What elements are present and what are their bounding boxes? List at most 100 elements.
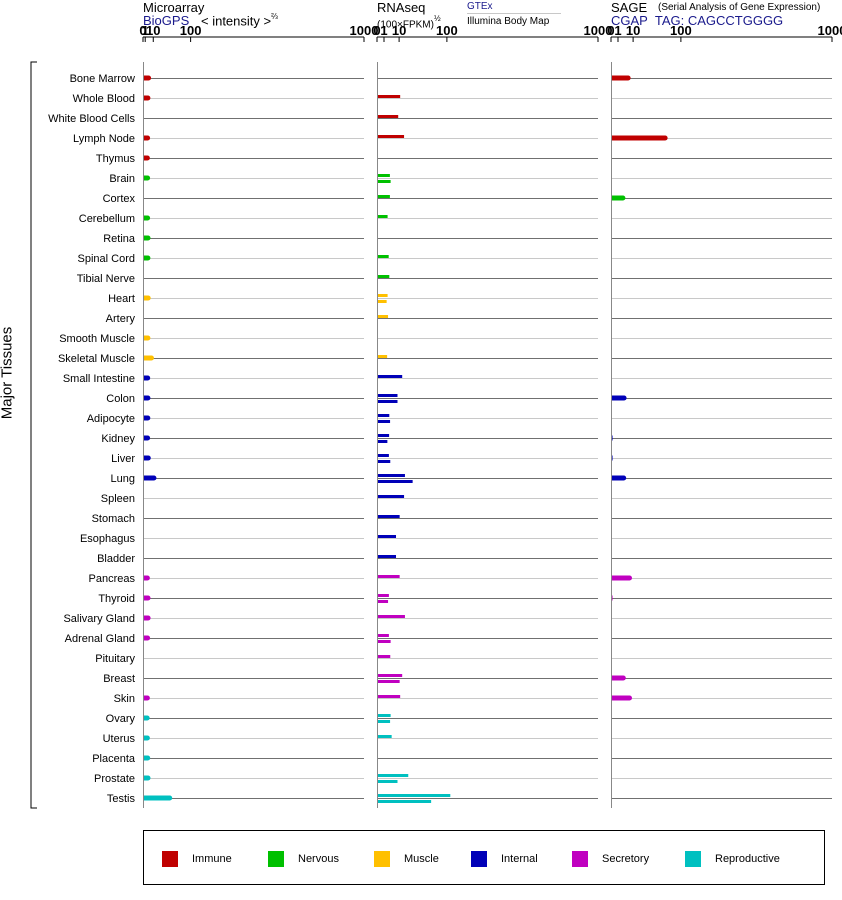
- microarray-bar-end: [145, 415, 151, 421]
- rnaseq-tick-label: 1000: [584, 23, 613, 38]
- microarray-source: BioGPS: [143, 13, 190, 28]
- tissue-label: Skin: [114, 693, 135, 705]
- microarray-bar-end: [145, 335, 151, 341]
- microarray-bar: [143, 795, 170, 801]
- tissue-label: Lymph Node: [73, 133, 135, 145]
- rnaseq-bar: [377, 674, 403, 677]
- legend-label: Reproductive: [715, 852, 780, 865]
- microarray-bar-end: [144, 695, 150, 701]
- rnaseq-bar: [377, 555, 397, 558]
- microarray-bar: [143, 295, 149, 301]
- sage-bar: [611, 475, 624, 481]
- rnaseq-tick-label: 100: [436, 23, 458, 38]
- microarray-bar: [143, 615, 149, 621]
- legend: Immune Nervous Muscle Internal Secretory…: [143, 830, 825, 885]
- tissue-label: Bladder: [97, 553, 135, 565]
- tissue-label: Lung: [111, 473, 135, 485]
- microarray-metric: < intensity >⅔: [201, 12, 278, 30]
- rnaseq-metric-label: (100×FPKM): [377, 19, 434, 31]
- legend-swatch: [268, 850, 284, 867]
- rnaseq-bar: [377, 355, 388, 358]
- rnaseq-bar: [377, 474, 405, 477]
- tissue-label: Whole Blood: [73, 93, 135, 105]
- rnaseq-tick-label: 10: [392, 23, 406, 38]
- microarray-bar-end: [145, 235, 151, 241]
- microarray-metric-exponent: ⅔: [271, 12, 278, 21]
- microarray-tick-label: 1: [142, 23, 149, 38]
- legend-swatch: [374, 850, 390, 867]
- microarray-bar-end: [146, 75, 152, 81]
- rnaseq-bar: [377, 315, 389, 318]
- legend-label: Internal: [501, 852, 538, 865]
- microarray-bar-end: [145, 635, 151, 641]
- rnaseq-bar: [377, 735, 392, 738]
- y-axis-label: Major Tissues: [0, 326, 16, 420]
- rnaseq-bar: [377, 440, 388, 443]
- tissue-label: Spinal Cord: [78, 253, 135, 265]
- rnaseq-bar: [377, 800, 432, 803]
- rnaseq-metric-exponent: ½: [433, 14, 441, 23]
- sage-bar-end: [625, 75, 631, 81]
- tissue-label: Prostate: [94, 773, 135, 785]
- rnaseq-bar: [377, 420, 391, 423]
- tissue-label: Smooth Muscle: [59, 333, 135, 345]
- legend-swatch: [685, 850, 701, 867]
- sage-tick-label: 1000: [818, 23, 842, 38]
- tissue-label: Breast: [103, 673, 135, 685]
- rnaseq-bar: [377, 414, 390, 417]
- sage-source: CGAP TAG: CAGCCTGGGG: [611, 13, 783, 28]
- microarray-bar-end: [145, 255, 151, 261]
- legend-item-reproductive: Reproductive: [685, 850, 780, 867]
- rnaseq-bar: [377, 300, 387, 303]
- sage-bar-end: [620, 195, 626, 201]
- tissue-label: Brain: [109, 173, 135, 185]
- tissue-label: Bone Marrow: [70, 73, 135, 85]
- rnaseq-tick-label: 0: [373, 23, 380, 38]
- rnaseq-bar: [377, 115, 399, 118]
- tissue-label: Testis: [107, 793, 136, 805]
- rnaseq-bar: [377, 454, 389, 457]
- sage-bar: [611, 695, 630, 701]
- tissue-label: Placenta: [92, 753, 136, 765]
- legend-swatch: [162, 850, 178, 867]
- rnaseq-metric: (100×FPKM)½: [377, 14, 441, 32]
- legend-label: Secretory: [602, 852, 650, 865]
- microarray-bar-end: [145, 775, 151, 781]
- legend-item-secretory: Secretory: [572, 850, 649, 867]
- rnaseq-source-gtex: GTEx: [467, 1, 561, 14]
- microarray-bar-end: [144, 575, 150, 581]
- sage-bar-end: [621, 475, 627, 481]
- microarray-tick-label: 100: [180, 23, 202, 38]
- rnaseq-bar: [377, 294, 388, 297]
- rnaseq-bar: [377, 515, 400, 518]
- rnaseq-bar: [377, 720, 391, 723]
- tissue-label: Kidney: [101, 433, 135, 445]
- legend-item-internal: Internal: [471, 850, 538, 867]
- legend-label: Muscle: [404, 852, 439, 865]
- microarray-bar: [143, 475, 154, 481]
- microarray-bar: [143, 455, 149, 461]
- rnaseq-bar: [377, 174, 390, 177]
- microarray-bar-end: [151, 475, 157, 481]
- tissue-label: Uterus: [103, 733, 136, 745]
- rnaseq-bar: [377, 535, 397, 538]
- microarray-tick-label: 1000: [350, 23, 379, 38]
- tissue-label: Thymus: [96, 153, 136, 165]
- sage-title: SAGE: [611, 0, 648, 15]
- rnaseq-bar: [377, 480, 413, 483]
- tissue-label: Salivary Gland: [63, 613, 135, 625]
- microarray-bar-end: [167, 795, 173, 801]
- sage-subtitle: (Serial Analysis of Gene Expression): [658, 2, 821, 13]
- bars: [143, 75, 668, 803]
- microarray-bar-end: [145, 135, 151, 141]
- tissue-label: Cortex: [103, 193, 136, 205]
- sage-bar: [611, 195, 623, 201]
- rnaseq-bar: [377, 460, 391, 463]
- microarray-bar-end: [144, 735, 150, 741]
- microarray-bar-end: [145, 95, 151, 101]
- rnaseq-bar: [377, 95, 401, 98]
- tissue-label: Pituitary: [95, 653, 135, 665]
- tissue-label: Esophagus: [80, 533, 136, 545]
- rnaseq-bar: [377, 594, 389, 597]
